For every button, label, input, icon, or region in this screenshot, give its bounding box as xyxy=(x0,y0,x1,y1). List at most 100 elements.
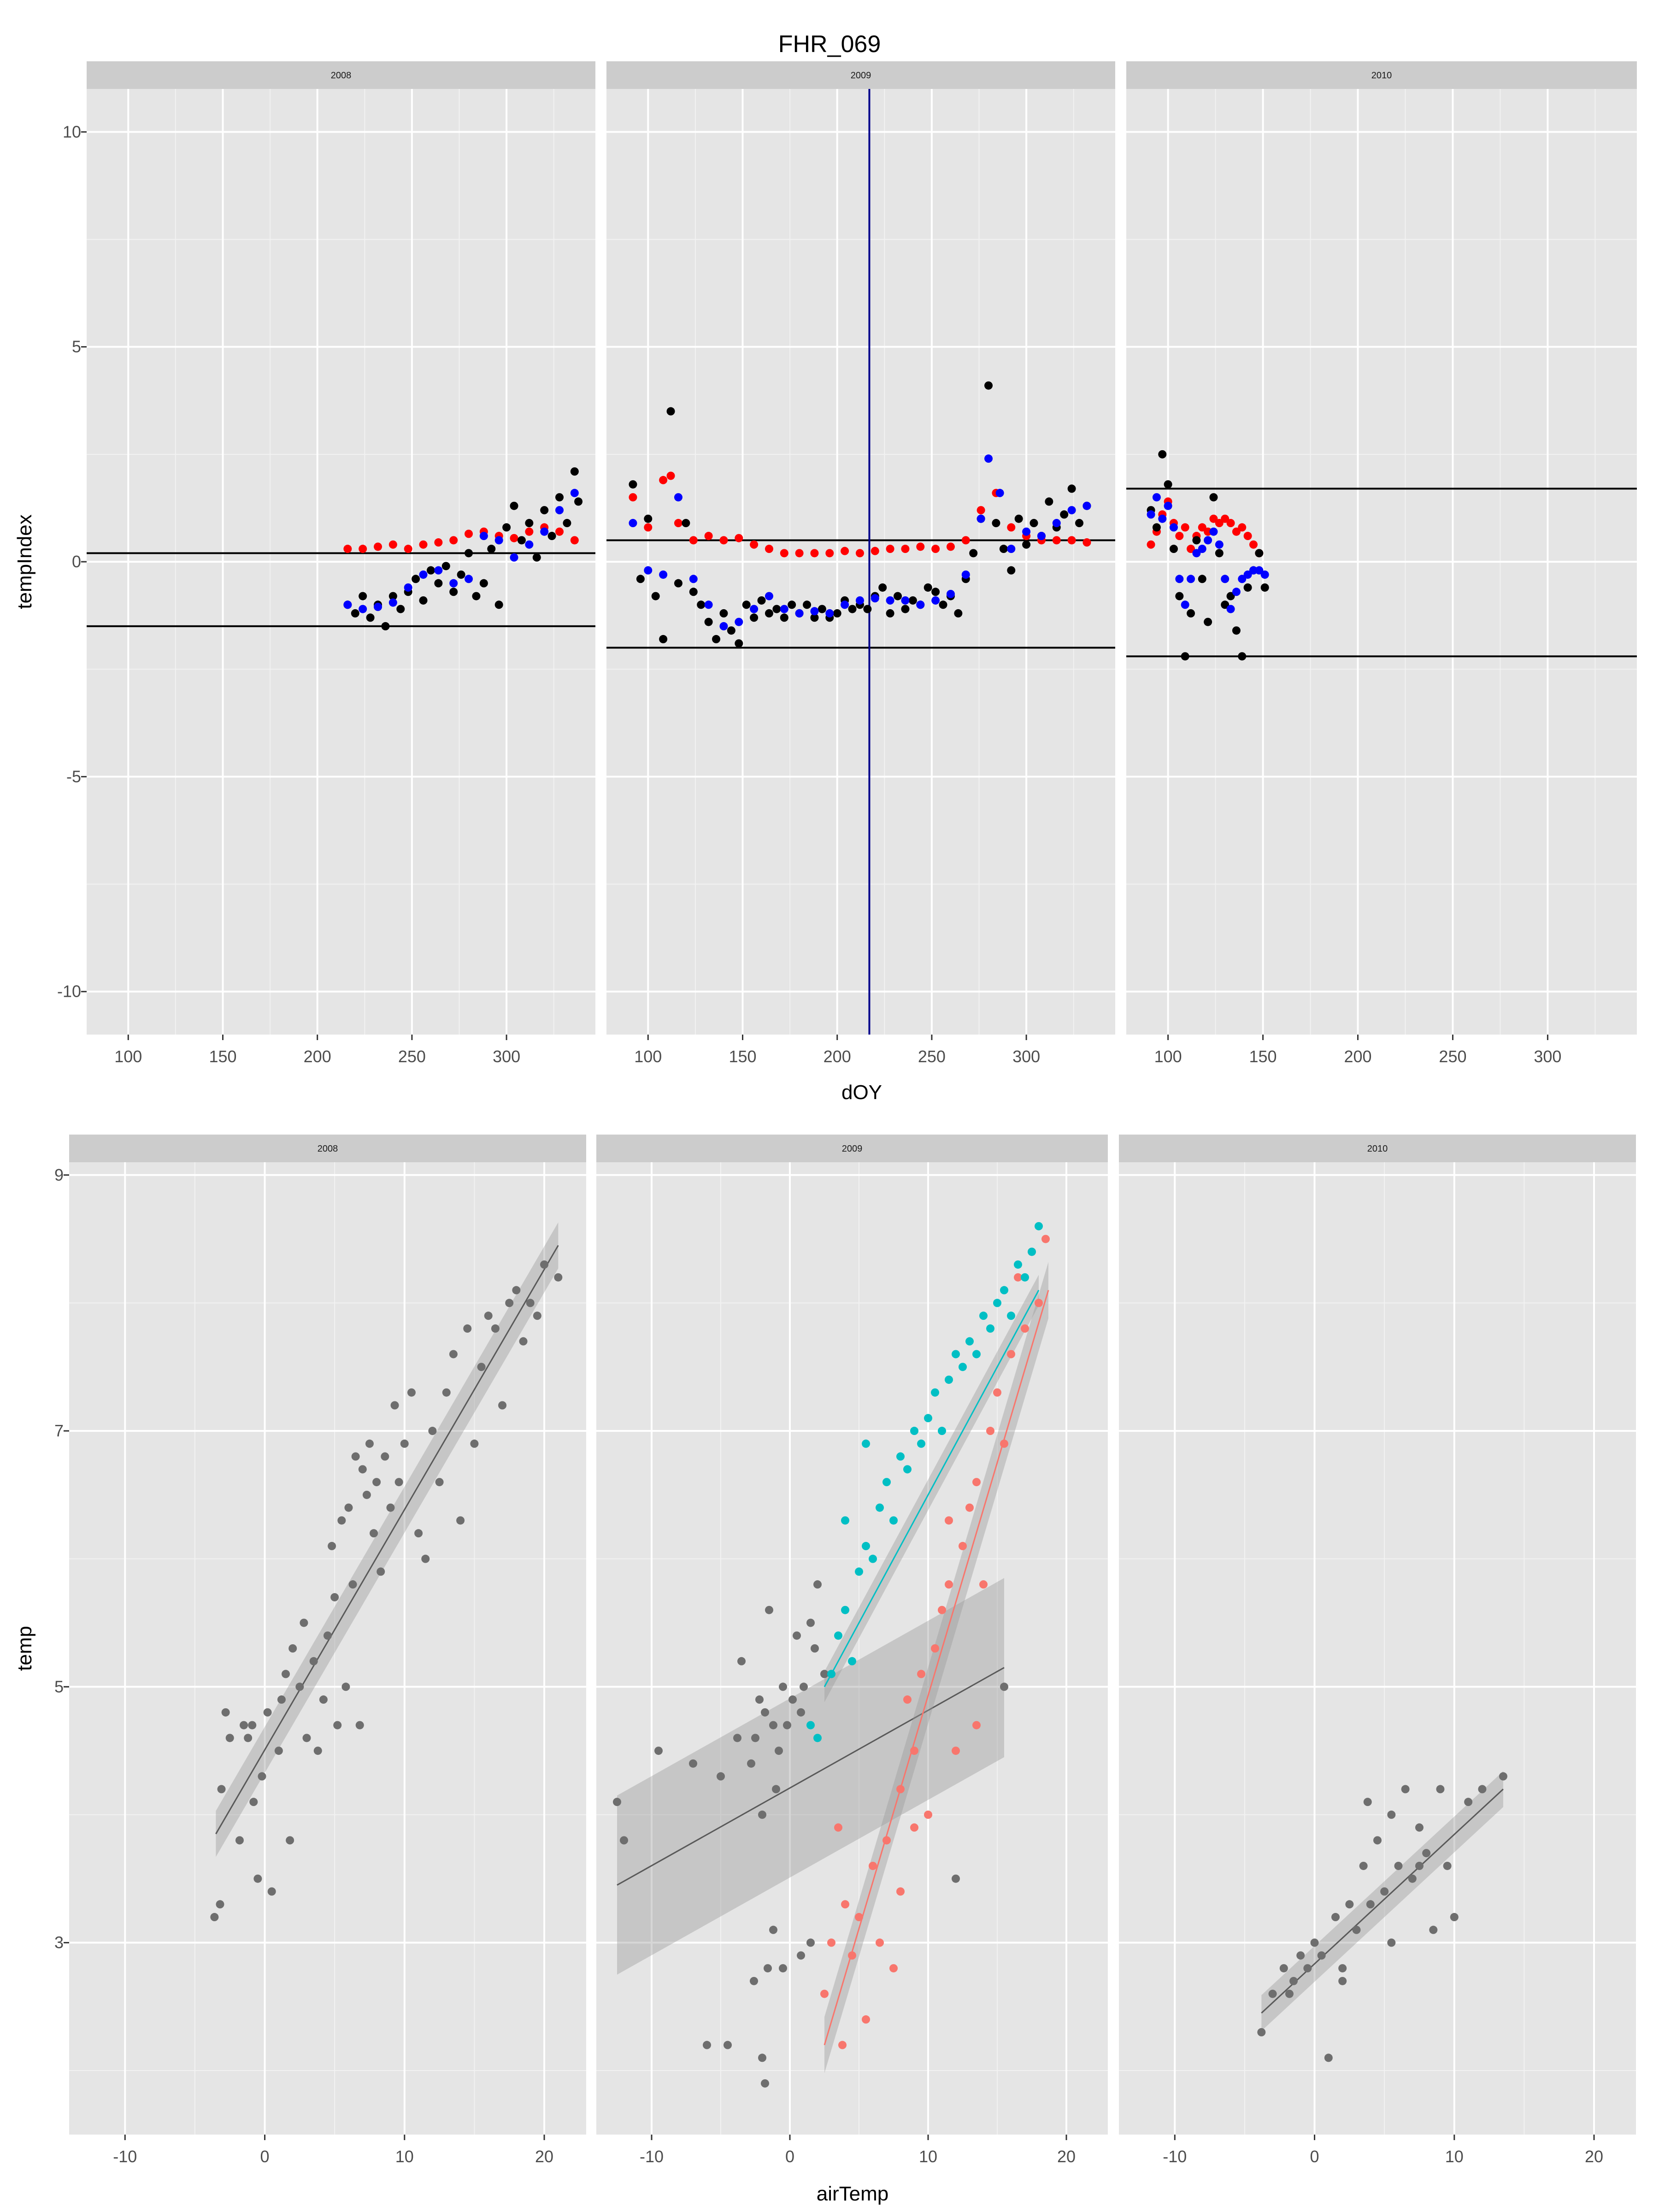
data-point-smooth xyxy=(1232,588,1241,596)
scatter-point xyxy=(1324,2053,1333,2062)
scatter-group xyxy=(806,1222,1043,1742)
scatter-point xyxy=(470,1439,479,1448)
scatter-point xyxy=(235,1836,244,1845)
data-point-smooth xyxy=(1152,493,1161,502)
scatter-point xyxy=(1014,1273,1022,1282)
data-point-raw xyxy=(901,605,910,613)
data-point-raw xyxy=(636,575,645,583)
data-point-smooth xyxy=(1169,523,1178,532)
scatter-point xyxy=(882,1836,891,1845)
scatter-point xyxy=(377,1567,385,1576)
data-point-raw xyxy=(704,618,713,626)
scatter-point xyxy=(737,1657,746,1665)
scatter-point xyxy=(370,1529,378,1538)
x-tick-label: 300 xyxy=(493,1047,520,1066)
data-point-smooth xyxy=(479,532,488,541)
data-point-smooth xyxy=(961,570,970,579)
regression-line xyxy=(215,1245,559,1835)
scatter-point xyxy=(1035,1222,1043,1230)
scatter-point xyxy=(381,1452,389,1461)
facet-strip-label: 2009 xyxy=(842,1144,863,1154)
data-point-smooth xyxy=(750,605,759,613)
data-point-mean xyxy=(795,549,804,558)
scatter-point xyxy=(277,1695,286,1704)
data-point-mean xyxy=(901,545,910,553)
data-point-smooth xyxy=(1260,570,1269,579)
scatter-point xyxy=(1000,1286,1008,1294)
facet-panel-2008: 2008 100 150 200 250 300 -10 -5 0 5 10 xyxy=(57,61,595,1066)
scatter-point xyxy=(717,1772,725,1781)
data-point-raw xyxy=(992,519,1000,528)
y-tick-label: 5 xyxy=(54,1677,64,1696)
scatter-point xyxy=(820,1670,829,1678)
data-point-raw xyxy=(886,609,894,618)
data-point-raw xyxy=(472,592,481,600)
data-point-mean xyxy=(1067,536,1076,545)
data-point-raw xyxy=(449,588,458,596)
scatter-point xyxy=(779,1964,787,1973)
scatter-point xyxy=(519,1337,528,1346)
scatter-point xyxy=(811,1644,819,1653)
data-point-mean xyxy=(644,523,653,532)
data-point-raw xyxy=(388,592,397,600)
data-point-smooth xyxy=(1052,519,1061,528)
scatter-point xyxy=(498,1401,507,1410)
data-point-mean xyxy=(1232,527,1241,536)
scatter-point xyxy=(240,1721,248,1730)
data-point-raw xyxy=(697,600,706,609)
scatter-point xyxy=(449,1350,458,1359)
scatter-point xyxy=(1408,1874,1417,1883)
panel-content xyxy=(606,89,1115,1035)
panel-content xyxy=(613,1222,1050,2088)
scatter-point xyxy=(1257,2028,1266,2036)
scatter-point xyxy=(841,1516,849,1525)
regression-line xyxy=(824,1289,1040,1688)
scatter-point xyxy=(1436,1785,1445,1794)
scatter-point xyxy=(855,1567,863,1576)
panel-content xyxy=(210,1222,563,1922)
scatter-point xyxy=(400,1439,409,1448)
scatter-point xyxy=(703,2041,711,2049)
scatter-point xyxy=(910,1427,918,1435)
x-tick-label: 150 xyxy=(729,1047,756,1066)
scatter-point xyxy=(1289,1977,1298,1985)
x-tick-label: 20 xyxy=(1057,2147,1076,2166)
scatter-point xyxy=(783,1721,791,1730)
scatter-point xyxy=(1338,1977,1347,1985)
data-point-raw xyxy=(780,613,788,622)
scatter-point xyxy=(806,1721,815,1730)
scatter-point xyxy=(248,1721,257,1730)
scatter-point xyxy=(876,1503,884,1512)
x-tick-label: 10 xyxy=(919,2147,937,2166)
scatter-point xyxy=(820,1989,829,1998)
scatter-point xyxy=(800,1683,808,1691)
scatter-point xyxy=(414,1529,423,1538)
data-point-mean xyxy=(1187,545,1195,553)
data-point-smooth xyxy=(419,570,428,579)
data-point-raw xyxy=(908,596,917,605)
data-point-mean xyxy=(1215,519,1224,528)
data-point-mean xyxy=(570,536,579,545)
scatter-point xyxy=(889,1964,898,1973)
scatter-point xyxy=(1352,1925,1361,1934)
scatter-point xyxy=(733,1734,741,1742)
data-point-raw xyxy=(742,600,751,609)
scatter-point xyxy=(959,1541,967,1550)
data-point-smooth xyxy=(1249,566,1258,575)
scatter-point xyxy=(924,1414,932,1423)
data-point-raw xyxy=(803,600,812,609)
data-point-mean xyxy=(1007,523,1016,532)
scatter-point xyxy=(848,1657,856,1665)
series-smooth xyxy=(343,488,579,613)
scatter-point xyxy=(1317,1951,1326,1960)
scatter-point xyxy=(1429,1925,1438,1934)
data-point-smooth xyxy=(825,609,834,618)
scatter-point xyxy=(1028,1247,1036,1256)
scatter-point xyxy=(263,1708,272,1717)
scatter-point xyxy=(505,1299,514,1307)
scatter-point xyxy=(288,1644,297,1653)
data-point-raw xyxy=(419,596,428,605)
data-point-raw xyxy=(788,600,796,609)
scatter-point xyxy=(834,1631,842,1640)
facet-strip xyxy=(1119,1135,1636,1162)
